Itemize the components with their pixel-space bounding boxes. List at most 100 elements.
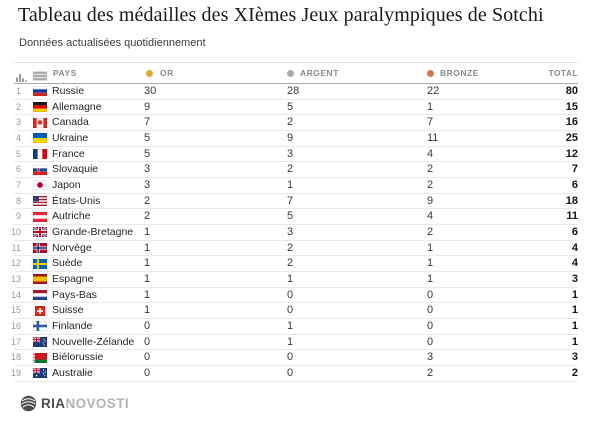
- country-name: Allemagne: [52, 100, 102, 113]
- country-name: Slovaquie: [52, 163, 99, 176]
- silver-count: 1: [287, 320, 294, 333]
- gold-count: 30: [144, 85, 157, 97]
- country-name: Norvège: [52, 241, 92, 254]
- country-name: Grande-Bretagne: [52, 226, 134, 239]
- rank-value: 19: [10, 368, 21, 379]
- bronze-count: 1: [427, 273, 434, 286]
- flag-icon-de: [33, 101, 47, 112]
- bronze-count: 1: [427, 241, 434, 254]
- country-name: Canada: [52, 116, 89, 129]
- flag-icon-nz: [33, 336, 47, 347]
- table-row: 13 Espagne 1 1 1 3: [11, 272, 578, 288]
- table-row: 19 Australie 0 0 2 2: [11, 366, 578, 382]
- silver-count: 5: [287, 100, 294, 113]
- country-name: France: [52, 147, 85, 160]
- rank-value: 14: [10, 289, 21, 300]
- silver-count: 0: [287, 304, 294, 317]
- silver-count: 1: [287, 273, 294, 286]
- bronze-count: 1: [427, 100, 434, 113]
- flag-icon-by: [33, 352, 47, 363]
- rank-value: 11: [11, 242, 21, 253]
- table-row: 2 Allemagne 9 5 1 15: [14, 100, 578, 116]
- gold-count: 0: [144, 351, 151, 364]
- silver-count: 0: [287, 288, 294, 301]
- total-count: 4: [571, 257, 578, 270]
- flag-icon-fr: [33, 148, 47, 159]
- country-name: Suède: [52, 257, 83, 270]
- flag-icon-se: [33, 258, 47, 269]
- total-count: 1: [571, 304, 578, 317]
- silver-count: 5: [287, 210, 294, 223]
- table-row: 12 Suède 1 2 1 4: [11, 256, 578, 273]
- total-count: 1: [571, 288, 578, 301]
- header-bronze: BRONZE: [440, 68, 479, 78]
- table-row: 11 Norvège 1 2 1 4: [12, 241, 578, 257]
- silver-count: 3: [287, 147, 294, 160]
- table-row: 18 Biélorussie 0 0 3 3: [11, 350, 578, 367]
- gold-count: 3: [144, 179, 151, 192]
- rank-value: 6: [15, 164, 21, 175]
- rank-value: 13: [10, 274, 21, 285]
- flag-icon-ch: [33, 305, 47, 316]
- country-name: Autriche: [52, 210, 91, 223]
- silver-count: 1: [287, 179, 294, 192]
- country-name: Nouvelle-Zélande: [52, 335, 135, 348]
- flag-icon-at: [33, 211, 47, 222]
- gold-count: 2: [144, 194, 151, 207]
- bronze-count: 4: [427, 147, 434, 160]
- total-count: 18: [565, 194, 578, 207]
- medal-table: PAYS OR ARGENT BRONZE TOTAL 1 Russie 30 28 2…: [11, 62, 578, 382]
- bronze-count: 2: [427, 179, 434, 192]
- bronze-count: 22: [427, 85, 440, 97]
- silver-count: 0: [287, 351, 294, 364]
- flag-icon-us: [33, 195, 47, 206]
- silver-count: 28: [287, 85, 300, 97]
- gold-count: 1: [144, 226, 151, 239]
- header-argent: ARGENT: [300, 68, 339, 78]
- rank-value: 1: [15, 86, 21, 96]
- medal-table-body: 1 Russie 30 28 22 80 2 Allemagne 9 5 1 15 3 Canada 7 2 7…: [11, 84, 578, 382]
- flag-icon-ru: [33, 86, 47, 97]
- gold-count: 9: [144, 100, 151, 113]
- silver-count: 7: [287, 194, 294, 207]
- total-count: 7: [571, 163, 578, 176]
- rank-value: 16: [10, 321, 21, 332]
- flag-placeholder-icon: [33, 68, 47, 86]
- country-name: Russie: [52, 85, 85, 97]
- brand-ria: RIA: [41, 396, 66, 411]
- country-name: Suisse: [52, 304, 84, 317]
- brand-novosti: NOVOSTI: [65, 396, 130, 411]
- gold-count: 1: [144, 288, 151, 301]
- table-header-row: PAYS OR ARGENT BRONZE TOTAL: [14, 62, 578, 84]
- bronze-count: 0: [427, 335, 434, 348]
- bronze-count: 7: [427, 116, 434, 129]
- total-count: 11: [566, 210, 578, 223]
- gold-count: 0: [144, 367, 151, 380]
- table-row: 3 Canada 7 2 7 16: [14, 115, 578, 132]
- table-row: 8 États-Unis 2 7 9 18: [14, 194, 578, 210]
- silver-count: 1: [287, 335, 294, 348]
- total-count: 3: [571, 351, 578, 364]
- country-name: Pays-Bas: [52, 288, 97, 301]
- gold-count: 2: [144, 210, 151, 223]
- flag-icon-ca: [33, 117, 47, 128]
- table-row: 5 France 5 3 4 12: [14, 147, 578, 163]
- table-row: 6 Slovaquie 3 2 2 7: [14, 162, 578, 179]
- table-row: 14 Pays-Bas 1 0 0 1: [11, 288, 578, 304]
- country-name: Biélorussie: [52, 351, 104, 364]
- ria-novosti-globe-icon: [20, 395, 37, 412]
- silver-count: 2: [287, 163, 294, 176]
- table-row: 4 Ukraine 5 9 11 25: [14, 131, 578, 147]
- gold-count: 5: [144, 147, 151, 160]
- total-count: 25: [565, 132, 578, 145]
- bronze-count: 0: [427, 320, 434, 333]
- bronze-count: 2: [427, 226, 434, 239]
- bronze-count: 0: [427, 288, 434, 301]
- flag-icon-jp: [33, 180, 47, 191]
- rank-value: 10: [10, 227, 21, 238]
- header-pays: PAYS: [53, 68, 77, 78]
- total-count: 1: [571, 335, 578, 348]
- total-count: 6: [571, 179, 578, 192]
- silver-count: 9: [287, 132, 294, 145]
- brand-text: RIANOVOSTI: [41, 396, 129, 411]
